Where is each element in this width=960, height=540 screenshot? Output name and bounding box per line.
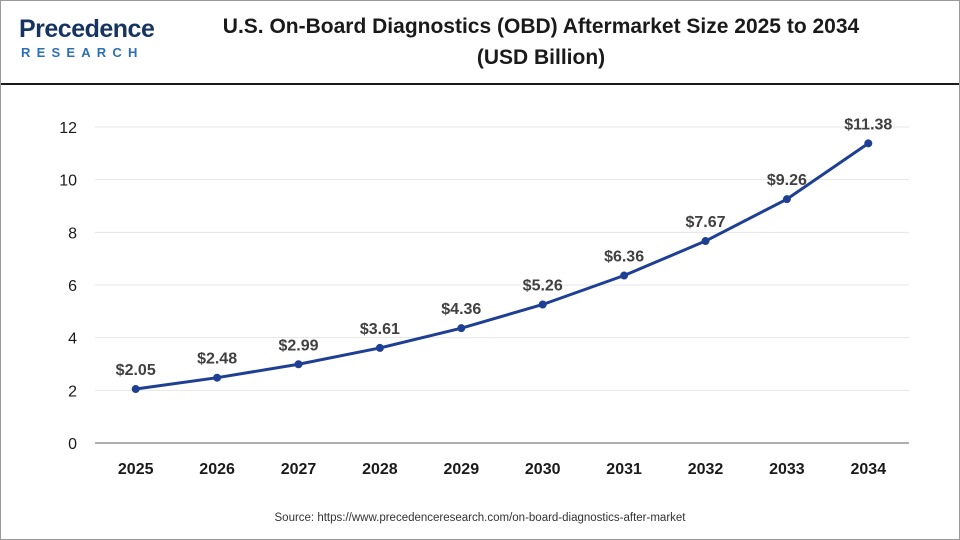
data-label: $2.99 [278, 337, 318, 354]
data-point [782, 195, 791, 204]
data-point [294, 360, 303, 369]
x-tick-label: 2029 [444, 461, 480, 478]
data-point [375, 343, 384, 352]
x-tick-label: 2031 [606, 461, 642, 478]
data-point [213, 373, 222, 382]
x-tick-label: 2026 [199, 461, 235, 478]
chart-title-line-1: U.S. On-Board Diagnostics (OBD) Aftermar… [222, 15, 860, 38]
data-label: $7.67 [685, 214, 725, 231]
logo-subtitle: RESEARCH [21, 45, 144, 60]
line-chart: 0 2 4 6 8 10 12 2025 2026 2027 2028 2029 2030 2031 203… [59, 116, 909, 478]
header: Precedence RESEARCH U.S. On-Board Diagno… [1, 1, 959, 85]
data-label: $9.26 [767, 172, 807, 189]
y-tick-label: 12 [59, 120, 77, 137]
source-note: Source: https://www.precedenceresearch.c… [274, 512, 686, 524]
data-point [457, 324, 466, 333]
data-point [864, 139, 873, 148]
y-tick-label: 8 [68, 225, 77, 242]
data-point [131, 385, 140, 394]
data-label: $2.48 [197, 351, 237, 368]
data-point [701, 237, 710, 246]
data-point [620, 271, 629, 280]
chart-title: U.S. On-Board Diagnostics (OBD) Aftermar… [191, 11, 891, 73]
x-tick-label: 2025 [118, 461, 154, 478]
data-label: $11.38 [844, 116, 892, 133]
logo-wordmark: Precedence [19, 15, 155, 43]
y-tick-label: 6 [68, 278, 77, 295]
data-label: $6.36 [604, 249, 644, 266]
data-label: $4.36 [441, 301, 481, 318]
x-tick-label: 2027 [281, 461, 317, 478]
x-tick-label: 2028 [362, 461, 398, 478]
data-label: $3.61 [360, 321, 400, 338]
data-label: $2.05 [116, 362, 156, 379]
x-tick-label: 2034 [851, 461, 887, 478]
chart-title-line-2: (USD Billion) [476, 46, 606, 69]
y-tick-label: 0 [68, 436, 77, 453]
data-point [538, 300, 547, 309]
data-label: $5.26 [523, 277, 563, 294]
series-line [134, 141, 870, 391]
x-tick-label: 2030 [525, 461, 561, 478]
y-tick-label: 10 [59, 173, 77, 190]
x-tick-label: 2033 [769, 461, 805, 478]
y-tick-label: 4 [68, 331, 77, 348]
brand-logo: Precedence RESEARCH [19, 15, 169, 65]
y-tick-label: 2 [68, 383, 77, 400]
x-tick-label: 2032 [688, 461, 724, 478]
